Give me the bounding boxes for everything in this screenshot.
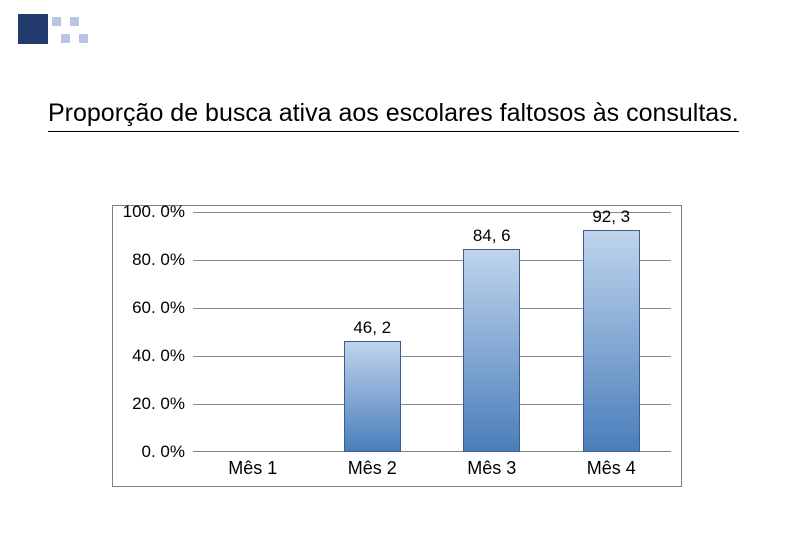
y-axis-label: 20. 0% bbox=[113, 394, 185, 414]
decor-square-small bbox=[70, 17, 79, 26]
slide-title: Proporção de busca ativa aos escolares f… bbox=[48, 98, 739, 132]
decor-square-small bbox=[79, 34, 88, 43]
bar: 84, 6 bbox=[463, 249, 520, 452]
decor-square-small bbox=[61, 34, 70, 43]
decor-square-large bbox=[18, 14, 48, 44]
y-axis-label: 60. 0% bbox=[113, 298, 185, 318]
bar: 92, 3 bbox=[583, 230, 640, 452]
bar: 46, 2 bbox=[344, 341, 401, 452]
plot-area: 46, 2 84, 6 92, 3 bbox=[193, 212, 671, 452]
x-axis-label: Mês 1 bbox=[228, 458, 277, 479]
x-labels-row: Mês 1 Mês 2 Mês 3 Mês 4 bbox=[193, 458, 671, 482]
y-axis-label: 40. 0% bbox=[113, 346, 185, 366]
bar-value-label: 92, 3 bbox=[584, 207, 639, 227]
y-axis-label: 0. 0% bbox=[113, 442, 185, 462]
x-axis-label: Mês 2 bbox=[348, 458, 397, 479]
bar-chart: 46, 2 84, 6 92, 3 Mês 1 Mês 2 Mês 3 Mês 4 0. … bbox=[112, 205, 682, 487]
bar-value-label: 46, 2 bbox=[345, 318, 400, 338]
y-axis-label: 80. 0% bbox=[113, 250, 185, 270]
decor-square-small bbox=[52, 17, 61, 26]
y-axis-label: 100. 0% bbox=[113, 202, 185, 222]
x-axis-label: Mês 3 bbox=[467, 458, 516, 479]
bar-value-label: 84, 6 bbox=[464, 226, 519, 246]
x-axis-label: Mês 4 bbox=[587, 458, 636, 479]
